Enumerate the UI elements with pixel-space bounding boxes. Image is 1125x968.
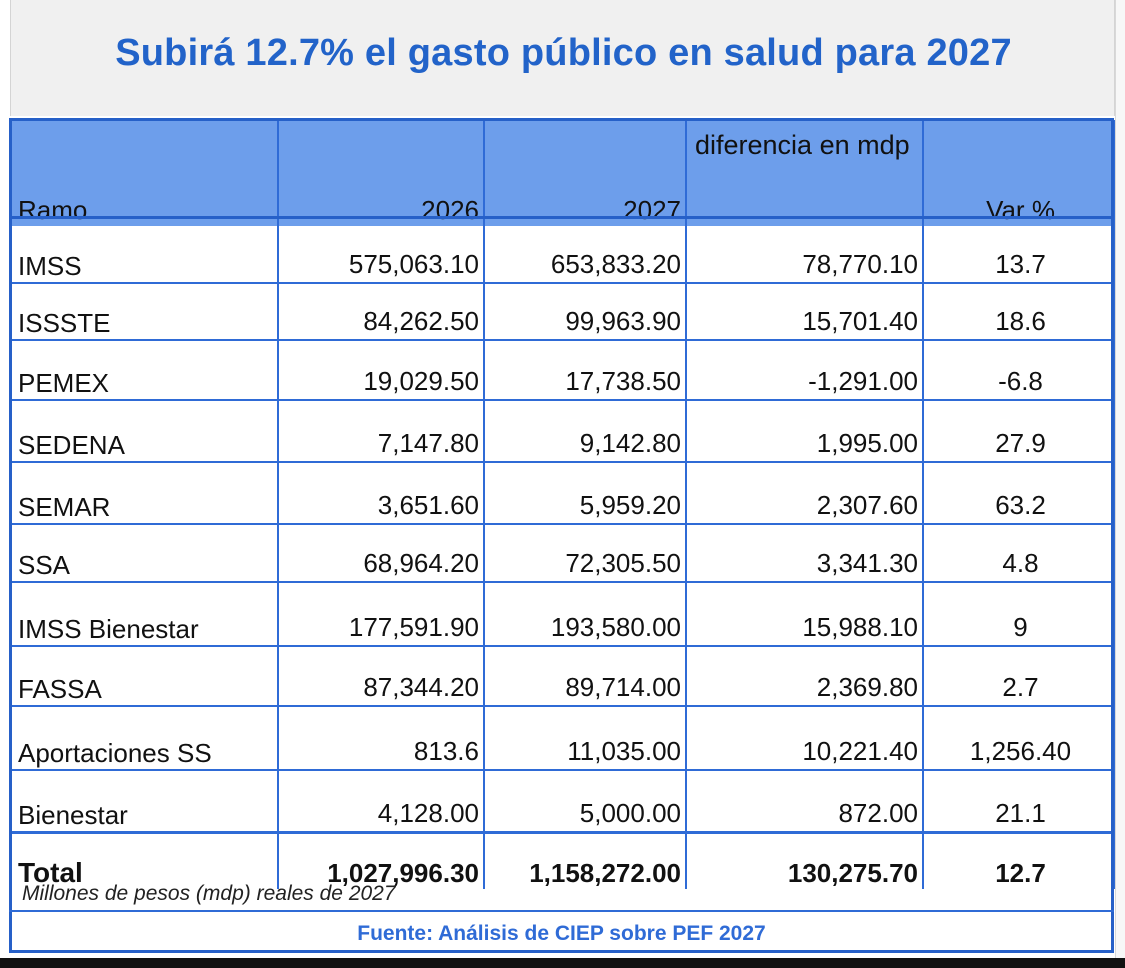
title-band: Subirá 12.7% el gasto público en salud p… — [10, 0, 1115, 116]
cell-2026: 813.6 — [278, 706, 485, 771]
cell-2027: 5,000.00 — [484, 770, 687, 833]
cell-var-pct: 13.7 — [923, 226, 1115, 284]
cell-var-pct: 4.8 — [923, 524, 1115, 583]
header-row: Ramo 2026 2027 diferencia en mdp Var % — [10, 120, 1115, 226]
cell-2027: 9,142.80 — [484, 400, 687, 463]
source-line: Fuente: Análisis de CIEP sobre PEF 2027 — [357, 922, 766, 945]
total-2026: 1,027,996.30 — [278, 830, 485, 889]
cell-diferencia: 1,995.00 — [686, 400, 924, 463]
cell-diferencia: 2,369.80 — [686, 646, 924, 707]
table-row: PEMEX 19,029.50 17,738.50 -1,291.00 -6.8 — [10, 340, 1115, 401]
total-var-pct: 12.7 — [923, 830, 1115, 889]
cell-var-pct: 2.7 — [923, 646, 1115, 707]
cell-var-pct: 18.6 — [923, 283, 1115, 341]
cell-2027: 5,959.20 — [484, 462, 687, 525]
cell-2027: 72,305.50 — [484, 524, 687, 583]
cell-var-pct: 21.1 — [923, 770, 1115, 833]
total-2027: 1,158,272.00 — [484, 830, 687, 889]
total-ramo: Total — [10, 830, 279, 889]
header-2027: 2027 — [484, 120, 687, 226]
table-row: IMSS 575,063.10 653,833.20 78,770.10 13.7 — [10, 226, 1115, 284]
next-column-strip — [1115, 0, 1125, 958]
header-diferencia: diferencia en mdp — [686, 120, 924, 226]
table-row: SSA 68,964.20 72,305.50 3,341.30 4.8 — [10, 524, 1115, 583]
cell-ramo: IMSS — [10, 226, 279, 284]
header-separator — [9, 216, 1114, 219]
total-row: Total 1,027,996.30 1,158,272.00 130,275.… — [10, 830, 1115, 889]
table-row: SEDENA 7,147.80 9,142.80 1,995.00 27.9 — [10, 400, 1115, 463]
header-ramo: Ramo — [10, 120, 279, 226]
cell-2026: 3,651.60 — [278, 462, 485, 525]
note-separator — [9, 910, 1114, 912]
table-row: Bienestar 4,128.00 5,000.00 872.00 21.1 — [10, 770, 1115, 833]
cell-diferencia: -1,291.00 — [686, 340, 924, 401]
cell-diferencia: 15,988.10 — [686, 582, 924, 647]
cell-2026: 4,128.00 — [278, 770, 485, 833]
header-2026: 2026 — [278, 120, 485, 226]
cell-2026: 19,029.50 — [278, 340, 485, 401]
header-var-pct: Var % — [923, 120, 1115, 226]
cell-ramo: IMSS Bienestar — [10, 582, 279, 647]
cell-ramo: Bienestar — [10, 770, 279, 833]
cell-ramo: SEDENA — [10, 400, 279, 463]
cell-2026: 575,063.10 — [278, 226, 485, 284]
table-row: Aportaciones SS 813.6 11,035.00 10,221.40 1,… — [10, 706, 1115, 771]
cell-var-pct: 9 — [923, 582, 1115, 647]
table-title: Subirá 12.7% el gasto público en salud p… — [115, 32, 1012, 74]
health-spending-table: Ramo 2026 2027 diferencia en mdp Var % I… — [10, 120, 1115, 889]
table-row: IMSS Bienestar 177,591.90 193,580.00 15,988… — [10, 582, 1115, 647]
cell-2026: 84,262.50 — [278, 283, 485, 341]
cell-ramo: PEMEX — [10, 340, 279, 401]
table-body: IMSS 575,063.10 653,833.20 78,770.10 13.7 ISS… — [10, 226, 1115, 833]
cell-2026: 177,591.90 — [278, 582, 485, 647]
cell-ramo: ISSSTE — [10, 283, 279, 341]
cell-var-pct: 27.9 — [923, 400, 1115, 463]
cell-2027: 99,963.90 — [484, 283, 687, 341]
cell-2027: 11,035.00 — [484, 706, 687, 771]
cell-diferencia: 872.00 — [686, 770, 924, 833]
cell-var-pct: 63.2 — [923, 462, 1115, 525]
table-row: FASSA 87,344.20 89,714.00 2,369.80 2.7 — [10, 646, 1115, 707]
cell-2027: 17,738.50 — [484, 340, 687, 401]
cell-2027: 193,580.00 — [484, 582, 687, 647]
cell-diferencia: 10,221.40 — [686, 706, 924, 771]
cell-var-pct: 1,256.40 — [923, 706, 1115, 771]
cell-ramo: SSA — [10, 524, 279, 583]
cell-ramo: Aportaciones SS — [10, 706, 279, 771]
units-note: Millones de pesos (mdp) reales de 2027 — [22, 882, 396, 905]
cell-diferencia: 78,770.10 — [686, 226, 924, 284]
table-row: ISSSTE 84,262.50 99,963.90 15,701.40 18.6 — [10, 283, 1115, 341]
cell-2026: 87,344.20 — [278, 646, 485, 707]
table-row: SEMAR 3,651.60 5,959.20 2,307.60 63.2 — [10, 462, 1115, 525]
cell-2027: 653,833.20 — [484, 226, 687, 284]
cell-diferencia: 2,307.60 — [686, 462, 924, 525]
cell-diferencia: 15,701.40 — [686, 283, 924, 341]
cell-ramo: FASSA — [10, 646, 279, 707]
total-diferencia: 130,275.70 — [686, 830, 924, 889]
cell-2026: 68,964.20 — [278, 524, 485, 583]
cell-ramo: SEMAR — [10, 462, 279, 525]
cell-2026: 7,147.80 — [278, 400, 485, 463]
cell-2027: 89,714.00 — [484, 646, 687, 707]
cell-diferencia: 3,341.30 — [686, 524, 924, 583]
cell-var-pct: -6.8 — [923, 340, 1115, 401]
